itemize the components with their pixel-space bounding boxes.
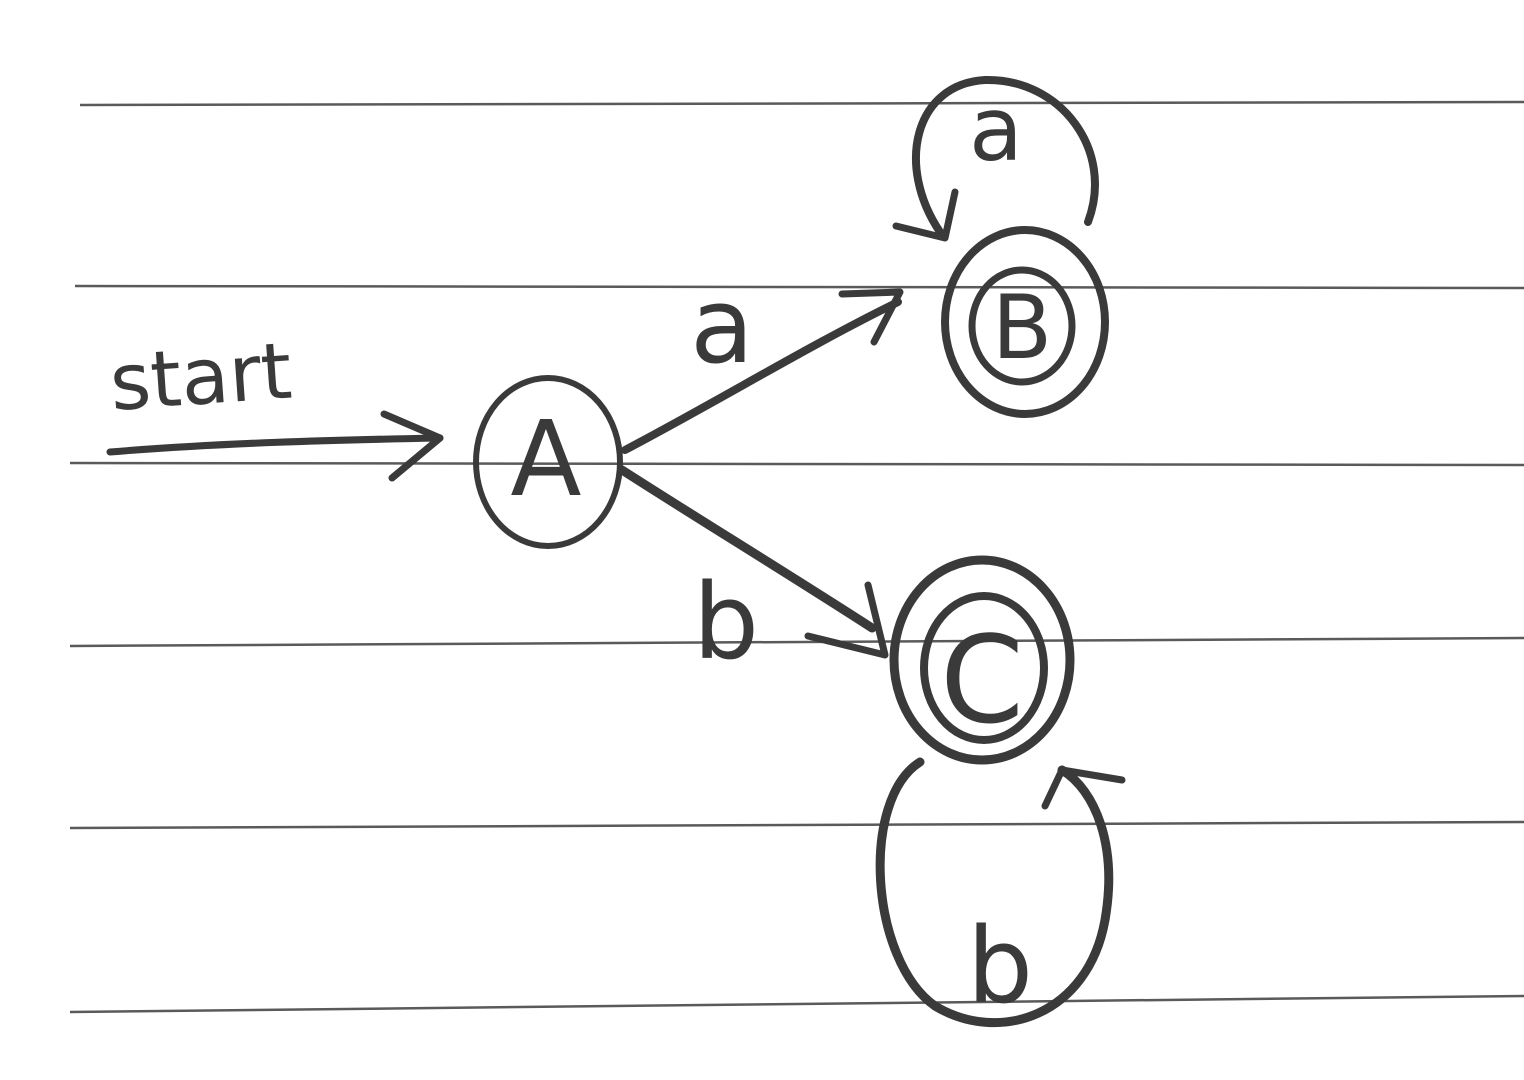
transition-a-to-b-arrowhead: [838, 288, 904, 346]
transition-a-to-c-label: b: [693, 561, 759, 683]
state-a-circle: [473, 375, 623, 549]
transition-b-self-loop: a: [892, 75, 1099, 242]
start-arrowhead: [380, 410, 444, 482]
state-a-label: A: [510, 398, 581, 520]
state-a: A: [473, 375, 623, 549]
transition-a-to-b-line: [621, 298, 902, 454]
ruled-line: [69, 994, 1524, 1014]
state-b: B: [941, 226, 1109, 418]
start-arrow-line: [106, 434, 444, 456]
start-label: start: [107, 327, 295, 429]
ruled-line: [79, 100, 1524, 107]
ruled-line: [69, 461, 1524, 467]
transition-a-to-b: a: [621, 265, 904, 454]
transition-a-to-c: b: [617, 465, 889, 683]
state-b-inner-circle: [968, 266, 1076, 386]
state-c-outer-circle: [889, 555, 1075, 765]
ruled-line: [69, 820, 1524, 830]
start-arrow: start: [106, 327, 444, 482]
state-b-label: B: [992, 276, 1052, 379]
state-c: C: [889, 555, 1075, 765]
transition-b-self-loop-arrowhead: [892, 188, 959, 242]
transition-b-self-loop-line: [912, 75, 1099, 236]
transition-b-self-loop-label: a: [969, 78, 1023, 181]
transition-a-to-c-arrowhead: [804, 581, 889, 659]
transition-c-self-loop: b: [875, 757, 1126, 1028]
ruled-line: [69, 636, 1524, 648]
state-c-inner-circle: [920, 592, 1048, 744]
transition-a-to-b-label: a: [690, 265, 754, 387]
state-b-outer-circle: [941, 226, 1109, 418]
state-c-label: C: [940, 612, 1024, 751]
transition-c-self-loop-label: b: [967, 905, 1033, 1027]
ruled-line: [74, 284, 1524, 290]
transition-c-self-loop-arrowhead: [1041, 766, 1126, 810]
transition-c-self-loop-line: [875, 757, 1114, 1028]
notebook-lines: [69, 100, 1524, 1014]
transition-a-to-c-line: [617, 465, 877, 633]
